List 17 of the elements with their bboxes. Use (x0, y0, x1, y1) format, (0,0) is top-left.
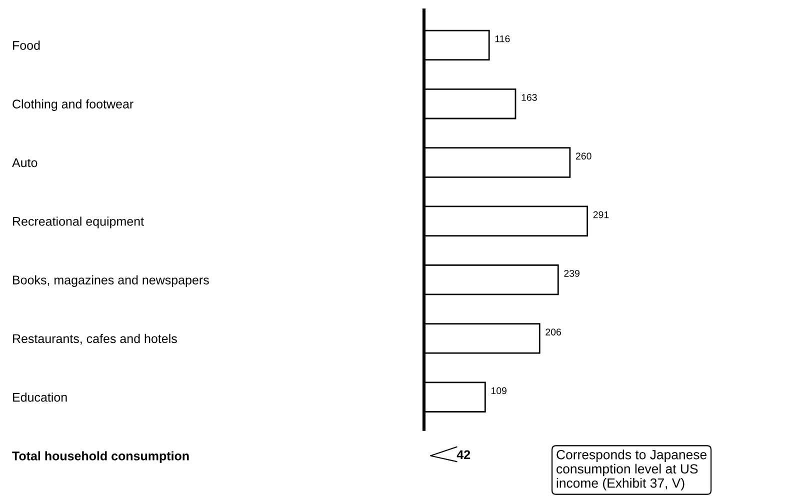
data-label: 239 (564, 270, 580, 277)
y-tick-label: Books, magazines and newspapers (13, 275, 209, 287)
annotation: 42 (456, 450, 470, 459)
y-tick-label: Restaurants, cafes and hotels (13, 334, 177, 345)
data-label: 109 (491, 387, 506, 394)
data-label: 291 (593, 211, 609, 218)
y-tick-label: Recreational equipment (13, 216, 144, 228)
data-label: 206 (546, 328, 561, 336)
y-tick-label: Education (13, 392, 67, 402)
y-tick-label: Food (13, 40, 40, 50)
data-label: 163 (522, 94, 537, 101)
y-tick-label: Clothing and footwear (12, 99, 134, 111)
data-label: 116 (495, 35, 510, 42)
y-tick-label: Total household consumption (12, 451, 189, 463)
y-tick-label: Auto (12, 158, 38, 168)
data-label: 260 (576, 152, 592, 160)
annotation: Corresponds to Japanese consumption level at US income (Exhibit 37, V) (556, 450, 707, 490)
